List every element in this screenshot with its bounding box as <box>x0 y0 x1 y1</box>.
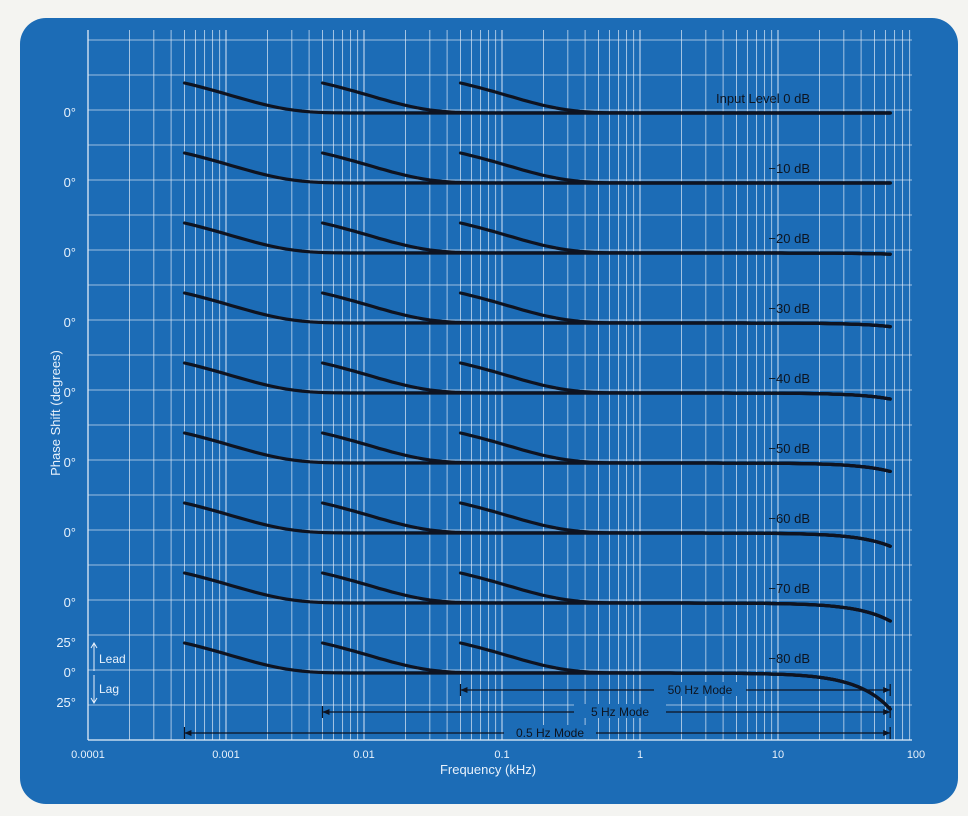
mode-arrow-right <box>883 687 891 693</box>
y-tick-label: 0° <box>64 315 76 330</box>
x-tick-label: 100 <box>907 749 925 761</box>
y-tick-label: 0° <box>64 105 76 120</box>
mode-label: 5 Hz Mode <box>591 705 649 719</box>
trace-6-mode-3 <box>458 431 892 473</box>
mode-ranges: 0.5 Hz Mode 5 Hz Mode 50 Hz Mode <box>183 682 891 740</box>
curve-label: Input Level 0 dB <box>716 91 810 106</box>
mode-label: 50 Hz Mode <box>668 683 733 697</box>
grid <box>87 30 912 741</box>
x-tick-label: 0.01 <box>353 749 374 761</box>
mode-arrow-left <box>184 730 192 736</box>
mode-arrow-left <box>322 709 330 715</box>
mode-label-bg <box>574 704 666 718</box>
y-tick-label: 0° <box>64 525 76 540</box>
mode-label-bg <box>504 725 596 739</box>
y-tick-label: 0° <box>64 385 76 400</box>
mode-label: 0.5 Hz Mode <box>516 726 584 740</box>
trace-5-mode-3 <box>458 361 892 401</box>
y-tick-label: 0° <box>64 455 76 470</box>
curve-label: −30 dB <box>768 301 810 316</box>
labels: 0.0001 0.001 0.01 0.1 1 10 100 Input Level 0 dB… <box>56 91 925 761</box>
y-axis-title: Phase Shift (degrees) <box>48 350 63 476</box>
curve-label: −60 dB <box>768 511 810 526</box>
x-tick-label: 0.1 <box>494 749 509 761</box>
curve-label: −70 dB <box>768 581 810 596</box>
x-tick-label: 1 <box>637 749 643 761</box>
mode-label-bg <box>654 682 746 696</box>
y-tick-label: 0° <box>64 175 76 190</box>
trace-7-mode-3 <box>458 501 892 548</box>
curve-label: −10 dB <box>768 161 810 176</box>
trace-3-mode-3 <box>458 221 892 256</box>
curve-label: −40 dB <box>768 371 810 386</box>
x-axis-title: Frequency (kHz) <box>440 762 536 777</box>
x-tick-label: 0.0001 <box>71 749 105 761</box>
curve-label: −50 dB <box>768 441 810 456</box>
trace-9-mode-3 <box>458 641 892 711</box>
y-tick-label: 0° <box>64 595 76 610</box>
y-tick-label: 0° <box>64 665 76 680</box>
curves <box>182 81 892 711</box>
mode-arrow-right <box>883 709 891 715</box>
lag-arrowhead <box>90 697 98 704</box>
curve-label: −20 dB <box>768 231 810 246</box>
mode-arrow-right <box>883 730 891 736</box>
x-tick-label: 0.001 <box>212 749 240 761</box>
trace-4-mode-3 <box>458 291 892 329</box>
x-tick-label: 10 <box>772 749 784 761</box>
lag-label: Lag <box>99 682 119 696</box>
trace-2-mode-3 <box>458 151 892 185</box>
lead-label: Lead <box>99 652 126 666</box>
y-scale-label: 25° <box>56 635 76 650</box>
curve-label: −80 dB <box>768 651 810 666</box>
mode-arrow-left <box>460 687 468 693</box>
lead-arrowhead <box>90 642 98 649</box>
y-tick-label: 0° <box>64 245 76 260</box>
trace-1-mode-3 <box>458 81 892 115</box>
chart-panel: 0.5 Hz Mode 5 Hz Mode 50 Hz Mode 0.0001 0.0… <box>20 18 958 804</box>
y-scale-label: 25° <box>56 695 76 710</box>
trace-8-mode-3 <box>458 571 892 623</box>
